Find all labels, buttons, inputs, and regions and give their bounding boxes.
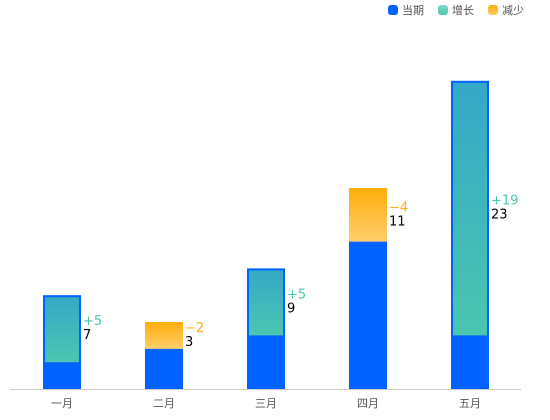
- bar-decrease: [349, 188, 387, 242]
- legend-label: 增长: [452, 3, 474, 17]
- legend-swatch: [438, 5, 448, 15]
- legend-swatch: [388, 5, 398, 15]
- legend-swatch: [488, 5, 498, 15]
- value-label: 7: [83, 328, 91, 343]
- x-tick-label: 三月: [255, 397, 277, 410]
- x-tick-label: 一月: [51, 397, 73, 410]
- x-tick-label: 五月: [459, 397, 481, 410]
- change-label: −2: [185, 321, 204, 336]
- value-label: 11: [389, 214, 406, 229]
- value-label: 23: [491, 208, 508, 223]
- bar-current: [145, 348, 183, 389]
- change-label: +5: [83, 314, 102, 329]
- value-label: 9: [287, 301, 295, 316]
- x-tick-label: 四月: [357, 397, 379, 410]
- legend-label: 减少: [502, 4, 524, 17]
- bar-current: [349, 241, 387, 389]
- bar-increase: [45, 297, 79, 363]
- change-label: −4: [389, 200, 408, 215]
- change-label: +5: [287, 287, 306, 302]
- bar-decrease: [145, 322, 183, 349]
- change-label: +19: [491, 194, 518, 209]
- x-tick-label: 二月: [153, 397, 175, 410]
- bar-increase: [249, 270, 283, 336]
- legend-label: 当期: [402, 3, 424, 17]
- bar-increase: [453, 82, 487, 336]
- value-label: 3: [185, 335, 193, 350]
